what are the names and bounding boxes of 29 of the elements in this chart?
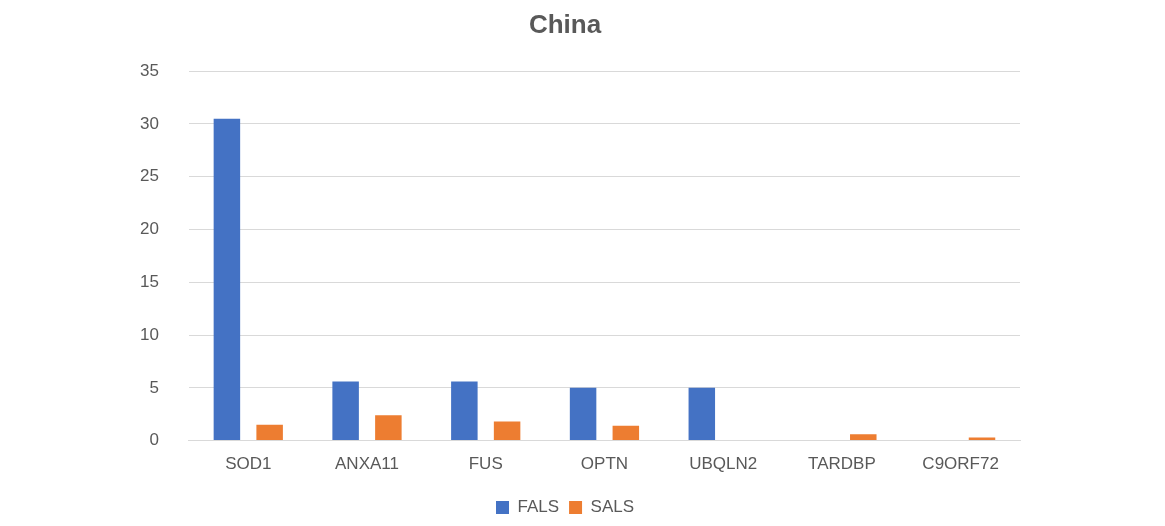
bar bbox=[850, 434, 877, 441]
chart-title: China bbox=[528, 8, 602, 39]
bar bbox=[612, 425, 640, 441]
y-tick-label: 20 bbox=[139, 219, 159, 239]
x-tick-label: UBQLN2 bbox=[689, 454, 758, 474]
y-tick-label: 0 bbox=[149, 430, 159, 450]
y-tick-label: 15 bbox=[139, 271, 159, 291]
bar bbox=[968, 437, 996, 441]
bar bbox=[213, 118, 241, 441]
x-tick-label: FUS bbox=[468, 454, 503, 474]
y-tick-label: 30 bbox=[139, 113, 159, 133]
bar bbox=[493, 421, 521, 441]
legend-label: FALS bbox=[517, 497, 560, 517]
x-tick-label: ANXA11 bbox=[335, 454, 399, 474]
x-tick-label: OPTN bbox=[580, 454, 629, 474]
bar bbox=[256, 424, 283, 441]
bar bbox=[451, 381, 478, 441]
x-tick-label: SOD1 bbox=[225, 454, 272, 474]
y-tick-label: 25 bbox=[139, 166, 159, 186]
bar bbox=[375, 415, 402, 441]
y-tick-label: 10 bbox=[139, 324, 159, 344]
legend-label: SALS bbox=[590, 497, 635, 517]
bar bbox=[688, 387, 716, 441]
y-tick-label: 35 bbox=[139, 60, 159, 80]
bar bbox=[569, 387, 597, 441]
x-tick-label: C9ORF72 bbox=[922, 454, 999, 474]
bar bbox=[332, 381, 359, 441]
x-tick-label: TARDBP bbox=[808, 454, 876, 474]
y-tick-label: 5 bbox=[149, 377, 159, 397]
